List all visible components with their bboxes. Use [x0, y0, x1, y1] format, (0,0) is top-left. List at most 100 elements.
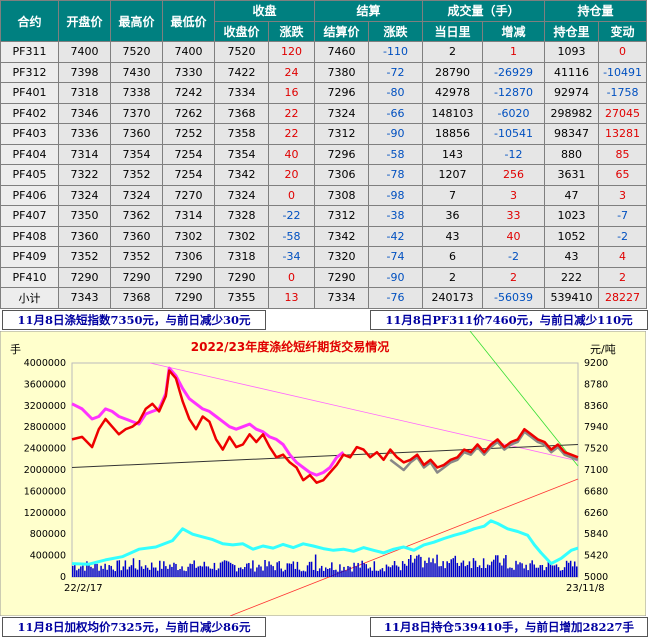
table-cell: 120 — [267, 41, 316, 63]
volume-bar — [537, 567, 540, 577]
volume-bar — [179, 569, 181, 577]
volume-bar — [399, 570, 402, 577]
volume-bar — [122, 566, 125, 577]
volume-bar — [104, 563, 106, 577]
volume-bar — [513, 569, 515, 577]
volume-bar — [231, 564, 234, 577]
volume-bar — [353, 562, 355, 577]
table-cell: 7318 — [58, 82, 111, 104]
volume-bar — [444, 568, 446, 577]
table-cell: 7460 — [314, 41, 370, 63]
right-tick-label: 5840 — [584, 529, 608, 540]
volume-bar — [497, 555, 499, 577]
table-cell: 7290 — [58, 266, 111, 288]
table-cell: 7254 — [162, 164, 215, 186]
volume-bar — [492, 559, 495, 577]
volume-bar — [90, 566, 92, 577]
table-cell: 41116 — [544, 61, 600, 83]
volume-bar — [373, 561, 376, 577]
volume-bar — [217, 568, 220, 577]
table-cell: 7334 — [214, 82, 269, 104]
table-cell: 7242 — [162, 82, 215, 104]
volume-bar — [229, 562, 232, 577]
volume-bar — [132, 558, 135, 577]
table-cell: 7306 — [162, 246, 215, 268]
volume-bar — [148, 569, 151, 577]
volume-bar — [86, 561, 88, 577]
volume-bar — [501, 565, 503, 577]
table-cell: -2 — [482, 246, 546, 268]
table-cell: 2 — [598, 266, 648, 288]
volume-bar — [420, 556, 422, 577]
volume-bar — [565, 560, 568, 577]
table-cell: 240173 — [422, 287, 484, 309]
volume-bar — [401, 561, 404, 577]
right-tick-label: 9200 — [584, 358, 608, 369]
x-end-label: 23/11/8 — [566, 583, 605, 594]
volume-bar — [567, 562, 570, 577]
volume-bar — [94, 562, 96, 577]
volume-bar — [272, 566, 274, 577]
volume-bar — [495, 555, 497, 577]
right-axis-unit: 元/吨 — [590, 343, 616, 356]
volume-bar — [539, 565, 542, 577]
volume-bar — [458, 565, 461, 577]
table-cell: -12870 — [482, 82, 546, 104]
table-cell: 40 — [267, 143, 316, 165]
left-tick-label: 1600000 — [24, 486, 66, 497]
table-cell: 13281 — [598, 123, 648, 145]
quote-table: 合约 开盘价 最高价 最低价 收盘 结算 成交量（手） 持仓量 收盘价 涨跌 结… — [0, 0, 648, 309]
volume-bar — [397, 566, 400, 577]
table-cell: 7320 — [314, 246, 370, 268]
table-cell: 7350 — [58, 205, 111, 227]
volume-bar — [383, 571, 386, 577]
volume-bar — [543, 570, 546, 577]
table-cell: 7324 — [214, 184, 269, 206]
volume-bar — [434, 563, 436, 577]
volume-bar — [161, 568, 163, 577]
volume-bar — [422, 567, 424, 577]
right-tick-label: 7100 — [584, 465, 608, 476]
volume-bar — [379, 569, 382, 577]
volume-bar — [347, 566, 349, 577]
volume-bar — [569, 560, 572, 577]
table-cell: 43 — [422, 225, 484, 247]
volume-bar — [274, 570, 276, 577]
table-cell: 13 — [267, 287, 316, 309]
left-axis-unit: 手 — [10, 342, 21, 356]
table-cell: 7368 — [214, 102, 269, 124]
table-cell: 7296 — [314, 143, 370, 165]
volume-bar — [130, 565, 133, 577]
volume-bar — [280, 568, 282, 577]
left-tick-label: 2400000 — [24, 444, 66, 455]
header-oi: 持仓里 — [544, 20, 600, 42]
table-cell: 7254 — [162, 143, 215, 165]
table-cell: -78 — [368, 164, 424, 186]
table-row: 小计 7343 7368 7290 7355 13 7334 -76 240173 -56039 5… — [0, 287, 648, 309]
volume-bar — [442, 561, 444, 577]
table-cell: 7252 — [162, 123, 215, 145]
table-cell: 7 — [422, 184, 484, 206]
table-cell: 16 — [267, 82, 316, 104]
table-cell: -98 — [368, 184, 424, 206]
volume-bar — [460, 562, 463, 577]
header-high: 最高价 — [110, 0, 163, 42]
table-cell: -12 — [482, 143, 546, 165]
table-cell: -34 — [267, 246, 316, 268]
futures-chart: 2022/23年度涤纶短纤期货交易情况 手 元/吨 0 400000 800000 1200… — [0, 331, 646, 616]
table-cell: 7354 — [214, 143, 269, 165]
table-cell: 1207 — [422, 164, 484, 186]
volume-bar — [183, 570, 185, 577]
volume-bar — [316, 571, 319, 577]
volume-bar — [529, 563, 531, 577]
table-cell: 22 — [267, 123, 316, 145]
volume-bar — [116, 560, 119, 577]
table-cell: -90 — [368, 266, 424, 288]
contract-cell: PF407 — [0, 205, 59, 227]
table-cell: 2 — [422, 41, 484, 63]
volume-bar — [314, 554, 317, 577]
table-cell: 222 — [544, 266, 600, 288]
table-cell: 7336 — [58, 123, 111, 145]
table-cell: 43 — [544, 246, 600, 268]
volume-bar — [215, 570, 218, 577]
